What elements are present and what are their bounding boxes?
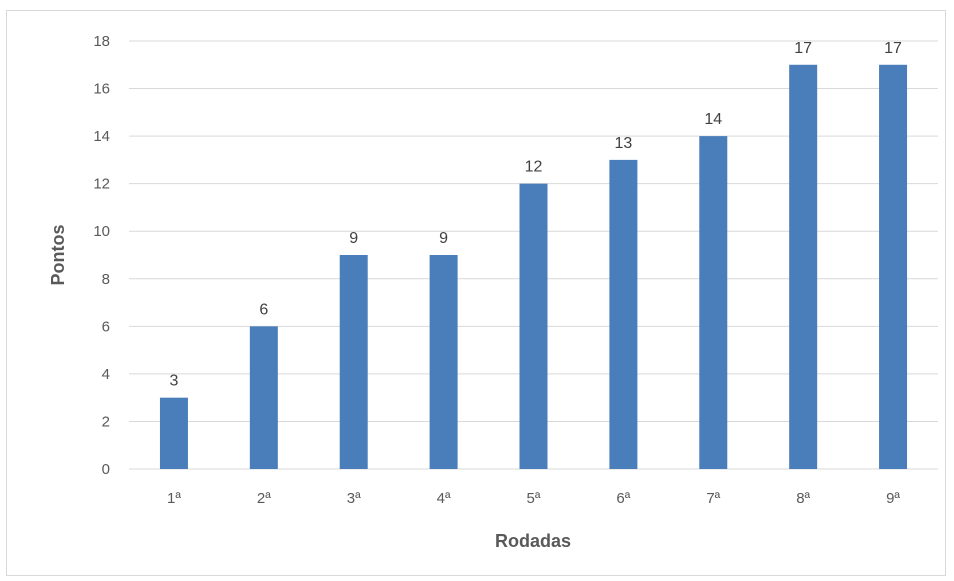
y-tick-label: 12	[93, 176, 110, 193]
y-tick-label: 0	[102, 461, 110, 478]
data-label: 6	[259, 301, 268, 318]
data-label: 14	[704, 111, 722, 128]
y-tick-label: 4	[102, 366, 110, 383]
data-label: 13	[614, 135, 632, 152]
y-tick-label: 2	[102, 413, 110, 430]
y-tick-labels: 0 2 4 6 8 10 12 14 16 18	[93, 33, 110, 478]
data-label: 3	[169, 373, 178, 390]
data-label: 12	[525, 159, 543, 176]
y-tick-label: 14	[93, 128, 110, 145]
x-tick-label: 4ª	[437, 490, 451, 507]
data-labels: 3 6 9 9 12 13 14 17 17	[169, 40, 902, 390]
y-tick-label: 16	[93, 81, 110, 98]
data-label: 9	[439, 230, 448, 247]
bar	[159, 397, 188, 469]
bar	[879, 64, 908, 470]
x-axis-title: Rodadas	[495, 531, 571, 551]
data-label: 9	[349, 230, 358, 247]
bar	[699, 136, 728, 469]
x-tick-label: 9ª	[886, 490, 900, 507]
x-tick-label: 6ª	[616, 490, 630, 507]
bar	[789, 64, 818, 470]
x-tick-label: 1ª	[167, 490, 181, 507]
x-tick-label: 7ª	[706, 490, 720, 507]
bar	[249, 326, 278, 469]
x-tick-labels: 1ª 2ª 3ª 4ª 5ª 6ª 7ª 8ª 9ª	[167, 490, 900, 507]
data-label: 17	[794, 40, 812, 57]
bar	[339, 255, 368, 469]
x-tick-label: 3ª	[347, 490, 361, 507]
bar	[609, 159, 638, 469]
y-tick-label: 6	[102, 318, 110, 335]
y-axis-title: Pontos	[48, 225, 68, 286]
y-tick-label: 8	[102, 271, 110, 288]
bar	[519, 183, 548, 469]
data-label: 17	[884, 40, 902, 57]
bars	[159, 64, 908, 470]
bar	[429, 255, 458, 469]
x-tick-label: 8ª	[796, 490, 810, 507]
y-tick-label: 10	[93, 223, 110, 240]
y-tick-label: 18	[93, 33, 110, 50]
x-tick-label: 2ª	[257, 490, 271, 507]
x-tick-label: 5ª	[527, 490, 541, 507]
